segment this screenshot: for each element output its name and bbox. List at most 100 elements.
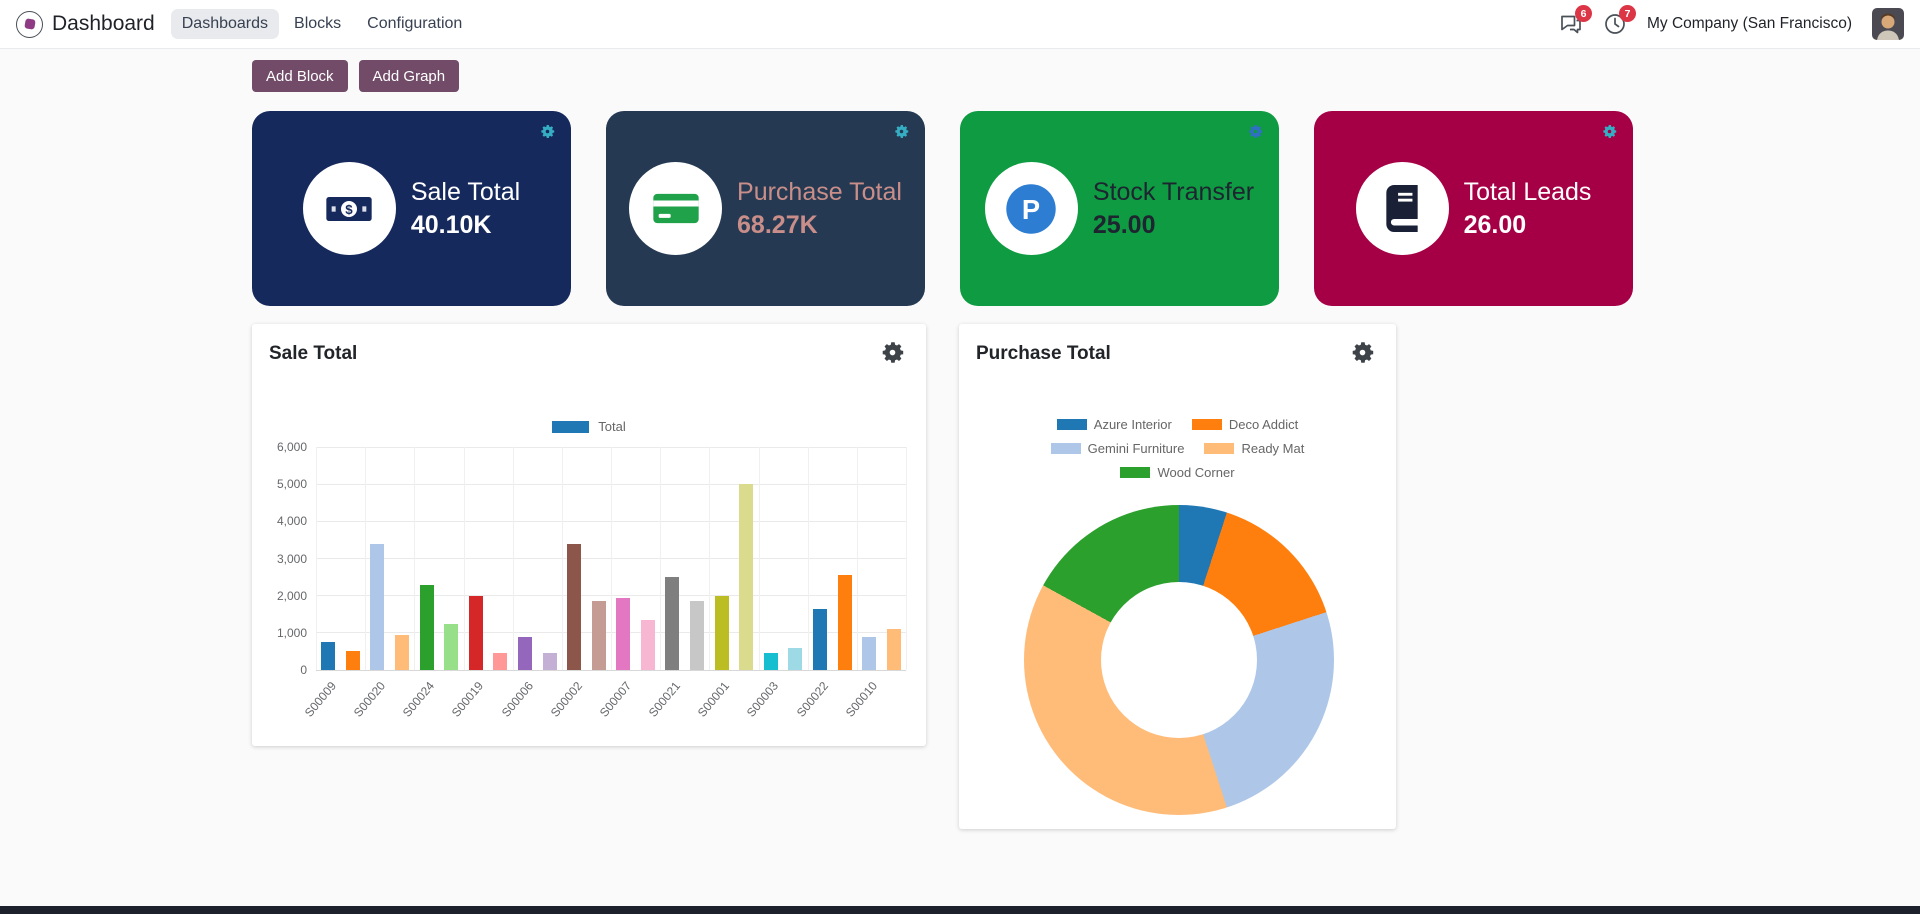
- charts-row: Sale Total Total 0 1,000 2,000 3,000 4,000 5,…: [252, 324, 1633, 829]
- activities-button[interactable]: 7: [1603, 5, 1636, 36]
- bar: [444, 623, 459, 670]
- gridline: [611, 447, 612, 670]
- bar: [837, 575, 852, 670]
- purchase-legend: Azure Interior Deco Addict Gemini Furnitur…: [1010, 417, 1346, 480]
- avatar-image: [1872, 8, 1904, 40]
- kpi-text: Total Leads 26.00: [1464, 177, 1592, 240]
- kpi-title: Sale Total: [410, 178, 521, 206]
- kpi-card-stock-transfer[interactable]: P Stock Transfer 25.00: [960, 111, 1279, 306]
- x-axis-label: S00021: [645, 679, 684, 720]
- kpi-value: 68.27K: [737, 211, 818, 239]
- bottom-strip: [0, 906, 1920, 914]
- chart-title: Sale Total: [269, 343, 358, 364]
- kpi-value: 25.00: [1092, 211, 1156, 239]
- top-navbar: Dashboard Dashboards Blocks Configuratio…: [0, 0, 1920, 49]
- kpi-icon-circle: $: [302, 162, 396, 255]
- x-axis-label: S00003: [744, 679, 782, 720]
- gridline: [709, 447, 711, 670]
- bar: [690, 601, 705, 670]
- bar: [591, 601, 606, 670]
- gear-icon[interactable]: [1247, 123, 1264, 140]
- legend-item-0[interactable]: Azure Interior: [1056, 417, 1172, 432]
- gear-icon[interactable]: [893, 123, 910, 140]
- app-logo-icon[interactable]: [16, 10, 43, 38]
- legend-label: Gemini Furniture: [1087, 441, 1185, 456]
- kpi-text: Sale Total 40.10K: [411, 177, 520, 240]
- legend-swatch: [1204, 443, 1235, 454]
- money-bill-icon: $: [326, 196, 372, 221]
- gridline: [660, 447, 662, 670]
- navbar-systray: 6 7 My Company (San Francisco): [1559, 5, 1904, 40]
- kpi-text: Stock Transfer 25.00: [1093, 177, 1254, 240]
- legend-label: Wood Corner: [1157, 465, 1235, 480]
- gear-icon[interactable]: [1601, 123, 1618, 140]
- gear-icon[interactable]: [879, 339, 906, 366]
- add-block-button[interactable]: Add Block: [252, 60, 348, 92]
- gear-icon[interactable]: [1349, 339, 1376, 366]
- bar: [886, 629, 901, 670]
- legend-swatch: [1120, 467, 1151, 478]
- purchase-total-chart-card: Purchase Total Azure Interior Deco Addict…: [959, 324, 1396, 829]
- svg-text:$: $: [346, 202, 354, 217]
- kpi-card-purchase-total[interactable]: Purchase Total 68.27K: [606, 111, 925, 306]
- legend-swatch: [1056, 419, 1087, 430]
- gridline: [316, 447, 317, 670]
- messages-button[interactable]: 6: [1559, 5, 1592, 36]
- x-axis-label: S00001: [695, 679, 733, 720]
- book-icon: [1386, 185, 1418, 232]
- menu-item-blocks[interactable]: Blocks: [294, 15, 342, 32]
- legend-label: Ready Mat: [1241, 441, 1305, 456]
- y-axis-label: 0: [300, 663, 307, 677]
- dashboard-toolbar: Add Block Add Graph: [252, 60, 1633, 92]
- product-icon: P: [1006, 183, 1057, 234]
- bar-chart-legend[interactable]: Total: [252, 419, 926, 434]
- bar: [370, 543, 385, 670]
- y-axis-label: 3,000: [276, 551, 307, 566]
- main-menu: Dashboards Blocks Configuration: [170, 9, 474, 39]
- bar: [542, 653, 557, 670]
- bar: [493, 653, 508, 670]
- bar: [321, 642, 336, 670]
- menu-item-configuration[interactable]: Configuration: [367, 15, 463, 32]
- legend-item-1[interactable]: Deco Addict: [1191, 417, 1298, 432]
- legend-item-4[interactable]: Wood Corner: [1120, 465, 1235, 480]
- messages-badge: 6: [1574, 5, 1592, 22]
- user-avatar[interactable]: [1872, 8, 1904, 40]
- kpi-text: Purchase Total 68.27K: [737, 177, 902, 240]
- x-axis-label: S00006: [498, 679, 536, 720]
- chart-title: Purchase Total: [976, 343, 1111, 364]
- dashboard-content: Add Block Add Graph $ Sale Total 40.10K: [252, 49, 1633, 829]
- legend-swatch: [1050, 443, 1081, 454]
- bar: [714, 595, 729, 670]
- sale-bar-plot: 0 1,000 2,000 3,000 4,000 5,000 6,000 S00009 S00…: [277, 440, 907, 720]
- bar: [739, 484, 754, 670]
- company-switcher[interactable]: My Company (San Francisco): [1646, 15, 1852, 32]
- gear-icon[interactable]: [539, 123, 556, 140]
- x-axis-label: S00007: [596, 679, 635, 720]
- legend-item-2[interactable]: Gemini Furniture: [1050, 441, 1185, 456]
- legend-label: Total: [598, 419, 626, 434]
- legend-item-3[interactable]: Ready Mat: [1204, 441, 1304, 456]
- gridline: [906, 447, 907, 670]
- kpi-icon-circle: [1355, 162, 1449, 255]
- bar: [763, 653, 778, 670]
- kpi-card-sale-total[interactable]: $ Sale Total 40.10K: [252, 111, 571, 306]
- gridline: [561, 447, 563, 670]
- svg-text:P: P: [1022, 193, 1040, 224]
- bar: [640, 619, 655, 670]
- app-title: Dashboard: [52, 12, 155, 35]
- app-brand[interactable]: Dashboard: [16, 10, 155, 38]
- kpi-card-total-leads[interactable]: Total Leads 26.00: [1314, 111, 1633, 306]
- gridline: [414, 447, 416, 670]
- x-axis-label: S00010: [842, 679, 880, 720]
- add-graph-button[interactable]: Add Graph: [358, 60, 460, 92]
- kpi-value: 26.00: [1463, 211, 1527, 239]
- bar: [517, 636, 532, 670]
- x-axis-label: S00019: [449, 679, 487, 720]
- menu-item-dashboards[interactable]: Dashboards: [170, 9, 280, 39]
- x-axis-label: S00020: [350, 679, 389, 720]
- kpi-title: Purchase Total: [737, 178, 902, 206]
- logo-glyph: [23, 18, 36, 30]
- kpi-cards-row: $ Sale Total 40.10K: [252, 111, 1633, 306]
- sale-legend-swatch: [552, 420, 590, 433]
